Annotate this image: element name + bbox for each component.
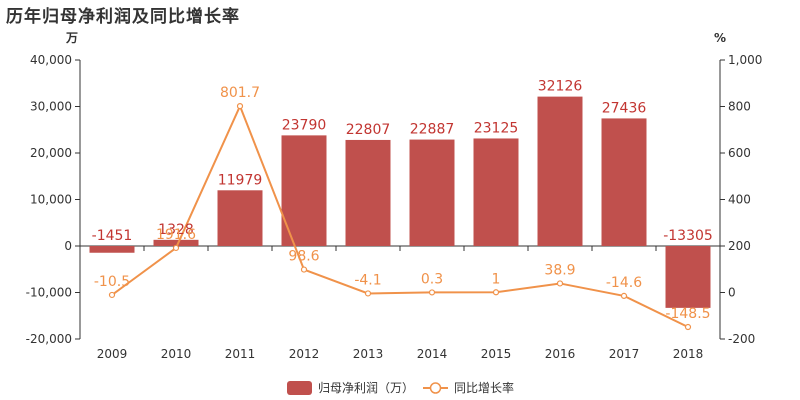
x-axis-tick-label: 2012 — [289, 347, 320, 361]
bar-value-label: -13305 — [663, 228, 713, 244]
x-axis-tick-label: 2016 — [545, 347, 576, 361]
bar-value-label: 1328 — [158, 222, 194, 238]
legend[interactable]: 归母净利润（万） 同比增长率 — [287, 380, 514, 395]
line-value-label: 191.6 — [156, 227, 196, 243]
x-axis-tick-label: 2014 — [417, 347, 448, 361]
line-point — [620, 292, 628, 299]
bar — [665, 246, 711, 308]
legend-item-profit[interactable]: 归母净利润（万） — [287, 381, 414, 395]
bar-value-label: 27436 — [602, 100, 647, 116]
bar-value-label: -1451 — [92, 228, 133, 244]
left-axis-tick-label: 30,000 — [30, 100, 72, 114]
legend-item-growth[interactable]: 同比增长率 — [423, 380, 514, 395]
right-axis-unit: % — [714, 31, 726, 45]
line-point — [364, 290, 372, 297]
left-axis-unit: 万 — [65, 31, 78, 45]
line-point — [236, 103, 244, 110]
line-point — [492, 289, 500, 296]
right-axis-tick-label: 0 — [728, 286, 736, 300]
legend-label: 归母净利润（万） — [318, 381, 414, 395]
right-axis-tick-label: 200 — [728, 239, 751, 253]
bar — [537, 96, 583, 246]
line-value-label: 98.6 — [288, 249, 319, 265]
axes: 40,000 30,000 20,000 10,000 0 -10,000 -20,000 万… — [26, 31, 763, 361]
bar — [153, 239, 199, 246]
bar-value-label: 32126 — [538, 79, 583, 95]
line-point — [428, 289, 436, 296]
left-axis-tick-label: 40,000 — [30, 53, 72, 67]
line-point — [172, 244, 180, 252]
bar-value-label: 22887 — [410, 122, 455, 138]
bar — [281, 135, 327, 246]
x-axis-tick-label: 2010 — [161, 347, 192, 361]
line-point — [556, 280, 564, 287]
left-axis-tick-label: -20,000 — [26, 332, 72, 346]
line-point — [684, 323, 692, 331]
x-axis-tick-label: 2013 — [353, 347, 384, 361]
bar — [473, 138, 519, 246]
left-axis-tick-label: 20,000 — [30, 146, 72, 160]
right-axis-tick-label: -200 — [728, 332, 755, 346]
x-axis-tick-label: 2015 — [481, 347, 512, 361]
left-axis-tick-label: 10,000 — [30, 193, 72, 207]
line-series — [108, 103, 692, 331]
line-value-label: -10.5 — [94, 274, 130, 290]
right-axis-tick-label: 1,000 — [728, 53, 762, 67]
bar — [89, 246, 135, 253]
bar — [345, 139, 391, 246]
chart-title: 历年归母净利润及同比增长率 — [6, 7, 240, 27]
line-value-label: -14.6 — [606, 275, 642, 291]
legend-label: 同比增长率 — [454, 380, 514, 395]
line-value-label: 38.9 — [544, 262, 575, 278]
line-value-label: 1 — [492, 271, 501, 287]
bar — [409, 139, 455, 246]
legend-swatch-bar — [287, 381, 312, 395]
bar-value-label: 11979 — [218, 172, 263, 188]
left-axis-tick-label: 0 — [64, 239, 72, 253]
bar — [601, 118, 647, 246]
legend-swatch-point — [429, 382, 442, 394]
line-value-label: -148.5 — [665, 306, 710, 322]
right-axis-tick-label: 400 — [728, 193, 751, 207]
x-axis-tick-label: 2009 — [97, 347, 128, 361]
x-axis-tick-label: 2011 — [225, 347, 256, 361]
line-value-label: -4.1 — [354, 272, 381, 288]
line-point — [300, 266, 308, 273]
line-point — [108, 291, 116, 299]
bar-value-label: 22807 — [346, 122, 391, 138]
bar-series — [89, 96, 711, 308]
x-axis-tick-label: 2018 — [673, 347, 704, 361]
growth-line — [111, 103, 689, 328]
right-axis-tick-label: 600 — [728, 146, 751, 160]
right-axis-tick-label: 800 — [728, 100, 751, 114]
line-value-label: 801.7 — [220, 85, 260, 101]
data-labels: -1451 1328 11979 23790 22807 22887 23125 32126 2… — [92, 79, 713, 322]
bar — [217, 190, 263, 246]
line-value-label: 0.3 — [421, 271, 443, 287]
left-axis-tick-label: -10,000 — [26, 286, 72, 300]
bar-value-label: 23790 — [282, 117, 327, 133]
x-axis-tick-label: 2017 — [609, 347, 640, 361]
bar-value-label: 23125 — [474, 120, 519, 136]
